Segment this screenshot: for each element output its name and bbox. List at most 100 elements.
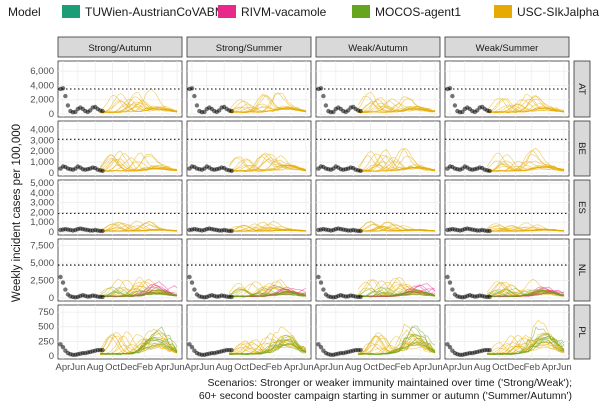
projection-trajectory [229, 95, 306, 114]
observed-point [63, 93, 68, 99]
projection-trajectory [487, 335, 565, 355]
observed-point [487, 294, 492, 300]
observed-point [318, 280, 324, 285]
observed-point [445, 274, 450, 280]
projection-trajectory [100, 289, 178, 297]
projection-trajectory [229, 221, 307, 232]
observed-point [447, 86, 453, 91]
y-tick-label: 0 [49, 168, 54, 179]
observed-point [321, 287, 326, 292]
x-tick-label: Jun [169, 362, 184, 373]
facet-label-scenario: Weak/Autumn [348, 43, 408, 54]
facet-panel [186, 120, 312, 177]
observed-point [358, 168, 363, 173]
projection-trajectory [100, 289, 178, 298]
x-tick-label: Apr [314, 362, 329, 373]
observed-point [229, 228, 234, 234]
y-tick-label: 1,000 [30, 217, 54, 228]
projection-trajectory [100, 103, 178, 114]
projection-trajectory [358, 155, 436, 172]
projection-trajectory [358, 333, 436, 355]
x-tick-label: Apr [413, 362, 428, 373]
projection-trajectory [100, 221, 178, 232]
legend-item: MOCOS-agent1 [352, 5, 461, 19]
y-tick-label: 3,000 [30, 198, 54, 209]
y-tick-label: 2,000 [30, 146, 54, 157]
observed-point [189, 280, 195, 285]
projection-trajectory [358, 325, 436, 355]
y-tick-label: 4,000 [30, 80, 54, 91]
x-tick-label: Aug [87, 362, 104, 373]
observed-point [487, 108, 492, 114]
legend-label: USC-SIkJalpha [517, 5, 599, 19]
panel-grid: Strong/Autumn Strong/Summer Weak/Autumn Wea… [30, 36, 591, 373]
facet-panel [186, 60, 312, 118]
facet-panel: Apr Jun Aug Oct Dec Feb Apr Jun [443, 304, 572, 373]
x-tick-label: Jun [70, 362, 85, 373]
facet-panel: Apr Jun Aug Oct Dec Feb Apr Jun [314, 304, 443, 373]
observed-point [202, 109, 207, 115]
projection-trajectory [99, 95, 178, 113]
observed-point [60, 86, 66, 91]
x-tick-label: Dec [378, 362, 395, 373]
x-tick-label: Jun [457, 362, 472, 373]
facet-panel [186, 238, 312, 302]
projection-trajectory [358, 103, 435, 113]
projection-trajectory [100, 159, 178, 172]
observed-point [447, 280, 453, 285]
observed-point [321, 93, 326, 99]
projection-trajectory [229, 339, 307, 355]
x-tick-label: Apr [284, 362, 299, 373]
observed-point [318, 345, 324, 350]
projection-trajectory [487, 95, 565, 113]
panel-background [315, 304, 441, 360]
projection-trajectory [358, 224, 436, 232]
facet-label-scenario: Weak/Summer [476, 43, 539, 54]
projection-trajectory [487, 288, 565, 297]
projection-trajectory [358, 338, 436, 355]
projection-trajectory [229, 288, 307, 297]
observed-point [187, 274, 192, 280]
caption-line-1: Scenarios: Stronger or weaker immunity m… [208, 377, 572, 389]
observed-point [192, 93, 197, 99]
x-tick-label: Oct [363, 362, 378, 373]
x-tick-label: Oct [105, 362, 120, 373]
x-tick-label: Jun [328, 362, 343, 373]
projection-trajectory [229, 289, 307, 297]
observed-point [100, 294, 105, 300]
projection-trajectory [229, 336, 307, 355]
projection-trajectory [486, 98, 565, 113]
observed-point [189, 86, 195, 91]
facet-panel [444, 60, 570, 118]
observed-point [229, 168, 234, 173]
observed-point [229, 347, 234, 353]
observed-point [445, 342, 450, 347]
observed-point [450, 287, 455, 292]
observed-point [100, 347, 105, 353]
observed-point [229, 294, 234, 300]
legend-item: USC-SIkJalpha [494, 5, 599, 19]
facet-panel: Apr Jun Aug Oct Dec Feb Apr Jun [56, 304, 185, 373]
panel-background [57, 179, 183, 236]
projection-trajectory [228, 100, 307, 113]
observed-point [187, 342, 192, 347]
projection-trajectory [100, 291, 178, 297]
projection-trajectory [100, 152, 178, 172]
facet-panel [315, 238, 441, 302]
projection-trajectory [487, 290, 565, 297]
y-tick-label: 2,000 [30, 207, 54, 218]
facet-strip-column [57, 36, 183, 58]
observed-point [318, 86, 324, 91]
y-tick-label: 2,500 [30, 276, 54, 287]
projection-trajectory [229, 224, 307, 232]
projection-trajectory [357, 155, 435, 172]
legend-item: TUWien-AustrianCoVABM [62, 5, 225, 19]
observed-point [475, 108, 480, 113]
observed-point [487, 228, 492, 234]
observed-point [229, 108, 234, 114]
observed-point [100, 228, 105, 234]
y-tick-label: 0 [49, 109, 54, 120]
x-tick-label: Jun [427, 362, 442, 373]
x-tick-label: Apr [56, 362, 71, 373]
projection-trajectory [229, 286, 307, 298]
